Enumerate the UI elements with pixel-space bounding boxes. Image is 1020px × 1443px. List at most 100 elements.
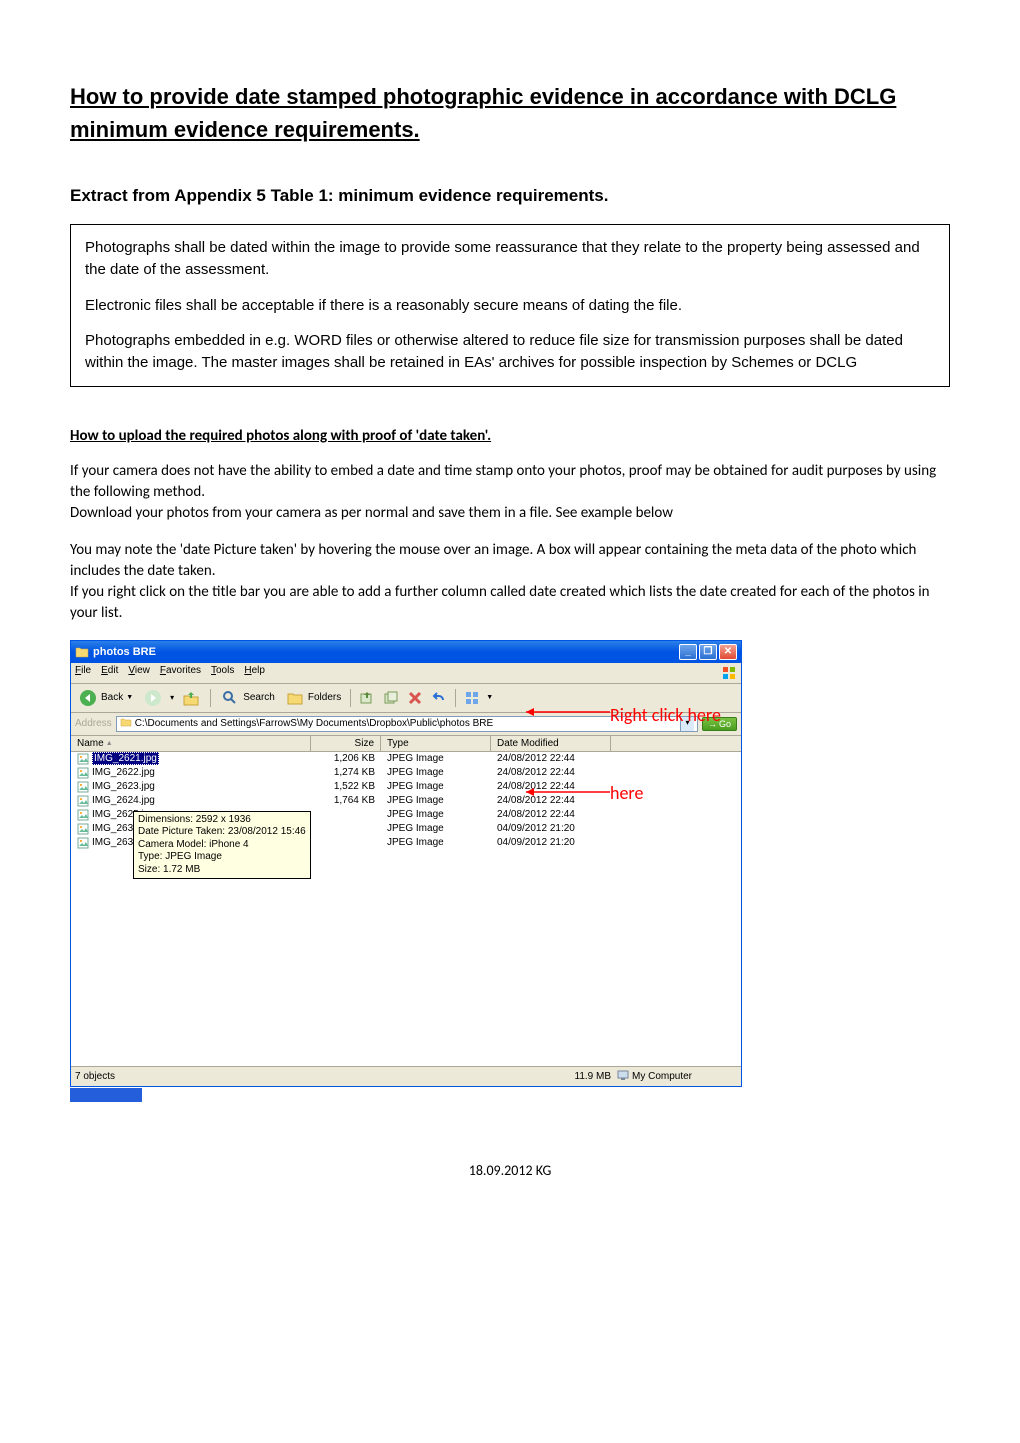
window-title: photos BRE (93, 646, 679, 658)
forward-icon (143, 688, 163, 708)
menu-edit[interactable]: Edit (101, 665, 118, 681)
search-icon (220, 688, 240, 708)
file-size: 1,206 KB (311, 753, 381, 764)
file-date: 04/09/2012 21:20 (491, 837, 611, 848)
address-label: Address (75, 718, 112, 729)
address-folder-icon (120, 717, 132, 730)
menu-favorites[interactable]: Favorites (160, 665, 201, 681)
back-button[interactable]: Back ▼ (75, 687, 136, 709)
back-dropdown-icon: ▼ (126, 694, 133, 701)
address-path: C:\Documents and Settings\FarrowS\My Doc… (135, 718, 677, 729)
callout-right-click: Right click here (610, 704, 721, 726)
jpeg-file-icon (77, 781, 89, 793)
file-name-cell: IMG_2623.jpg (71, 781, 311, 793)
col-date[interactable]: Date Modified (491, 736, 611, 751)
menu-help[interactable]: Help (244, 665, 265, 681)
body-para1-line1: If your camera does not have the ability… (70, 462, 936, 501)
tooltip-size: Size: 1.72 MB (138, 864, 306, 877)
file-name-cell: IMG_2624.jpg (71, 795, 311, 807)
tooltip-dimensions: Dimensions: 2592 x 1936 (138, 814, 306, 827)
toolbar-sep2 (350, 689, 351, 707)
copy-icon[interactable] (381, 688, 401, 708)
up-icon (181, 688, 201, 708)
folders-icon (285, 688, 305, 708)
folders-label: Folders (308, 692, 341, 703)
box-para3: Photographs embedded in e.g. WORD files … (85, 330, 935, 374)
col-size[interactable]: Size (311, 736, 381, 751)
up-button[interactable] (178, 687, 204, 709)
file-row[interactable]: IMG_2622.jpg1,274 KBJPEG Image24/08/2012… (71, 766, 741, 780)
jpeg-file-icon (77, 809, 89, 821)
folders-button[interactable]: Folders (282, 687, 344, 709)
tooltip-type: Type: JPEG Image (138, 851, 306, 864)
views-dropdown-icon[interactable]: ▼ (486, 694, 493, 701)
menu-tools[interactable]: Tools (211, 665, 234, 681)
jpeg-file-icon (77, 823, 89, 835)
toolbar-sep3 (455, 689, 456, 707)
box-para1: Photographs shall be dated within the im… (85, 237, 935, 281)
file-name: IMG_2622.jpg (92, 767, 155, 778)
file-type: JPEG Image (381, 767, 491, 778)
close-button[interactable]: ✕ (719, 644, 737, 660)
minimize-button[interactable]: _ (679, 644, 697, 660)
page-title: How to provide date stamped photographic… (70, 80, 950, 146)
jpeg-file-icon (77, 795, 89, 807)
move-icon[interactable] (357, 688, 377, 708)
body-para1: If your camera does not have the ability… (70, 461, 950, 524)
undo-icon[interactable] (429, 688, 449, 708)
status-size: 11.9 MB (497, 1071, 617, 1082)
callout-here: here (610, 782, 643, 804)
col-name-label: Name (77, 738, 104, 749)
screenshot-container: photos BRE _ ❐ ✕ File Edit View Favorite… (70, 640, 770, 1102)
body-para2-line2: If you right click on the title bar you … (70, 583, 930, 622)
file-type: JPEG Image (381, 753, 491, 764)
forward-button[interactable] (140, 687, 166, 709)
window-buttons: _ ❐ ✕ (679, 644, 737, 660)
callout-arrow-top (526, 708, 610, 716)
back-icon (78, 688, 98, 708)
callout-arrow-mid (526, 788, 610, 796)
jpeg-file-icon (77, 753, 89, 765)
col-type[interactable]: Type (381, 736, 491, 751)
file-date: 24/08/2012 22:44 (491, 809, 611, 820)
metadata-tooltip: Dimensions: 2592 x 1936 Date Picture Tak… (133, 811, 311, 880)
body-para2-line1: You may note the 'date Picture taken' by… (70, 541, 916, 580)
status-location: My Computer (617, 1069, 737, 1084)
sort-asc-icon: ▲ (106, 740, 113, 747)
delete-icon[interactable] (405, 688, 425, 708)
statusbar: 7 objects 11.9 MB My Computer (71, 1066, 741, 1086)
file-date: 24/08/2012 22:44 (491, 753, 611, 764)
section2-heading: How to upload the required photos along … (70, 427, 950, 445)
file-name-cell: IMG_2622.jpg (71, 767, 311, 779)
file-type: JPEG Image (381, 809, 491, 820)
column-headers[interactable]: Name ▲ Size Type Date Modified (71, 736, 741, 752)
views-icon[interactable] (462, 688, 482, 708)
status-objects: 7 objects (75, 1071, 497, 1082)
menubar: File Edit View Favorites Tools Help (71, 663, 741, 684)
menu-file[interactable]: File (75, 665, 91, 681)
maximize-button[interactable]: ❐ (699, 644, 717, 660)
box-para2: Electronic files shall be acceptable if … (85, 295, 935, 317)
search-button[interactable]: Search (217, 687, 278, 709)
folder-icon (75, 646, 89, 658)
file-name-cell: IMG_2621.jpg (71, 752, 311, 765)
file-size: 1,274 KB (311, 767, 381, 778)
menu-view[interactable]: View (128, 665, 150, 681)
computer-icon (617, 1069, 629, 1084)
section1-heading: Extract from Appendix 5 Table 1: minimum… (70, 186, 950, 206)
requirements-box: Photographs shall be dated within the im… (70, 224, 950, 387)
file-name: IMG_2621.jpg (92, 752, 159, 765)
tooltip-date-taken: Date Picture Taken: 23/08/2012 15:46 (138, 826, 306, 839)
page-footer: 18.09.2012 KG (70, 1162, 950, 1179)
titlebar[interactable]: photos BRE _ ❐ ✕ (71, 641, 741, 663)
tooltip-camera: Camera Model: iPhone 4 (138, 839, 306, 852)
jpeg-file-icon (77, 837, 89, 849)
toolbar-sep1 (210, 689, 211, 707)
file-size: 1,764 KB (311, 795, 381, 806)
file-row[interactable]: IMG_2621.jpg 1,206 KBJPEG Image24/08/2012… (71, 752, 741, 766)
body-para1-line2: Download your photos from your camera as… (70, 504, 673, 522)
col-name[interactable]: Name ▲ (71, 736, 311, 751)
file-size: 1,522 KB (311, 781, 381, 792)
search-label: Search (243, 692, 275, 703)
file-type: JPEG Image (381, 781, 491, 792)
